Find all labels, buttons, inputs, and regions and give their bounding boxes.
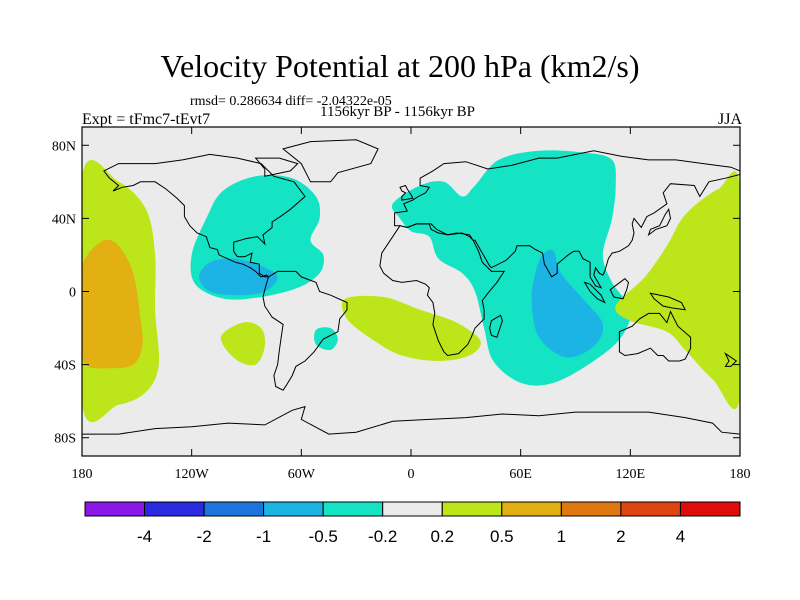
x-tick-label: 180 bbox=[730, 467, 751, 482]
colorbar-label: -0.2 bbox=[368, 527, 397, 546]
new-guinea-coast bbox=[649, 292, 687, 311]
south-america-positive-region bbox=[220, 322, 266, 366]
colorbar-swatch bbox=[620, 501, 681, 517]
central-pacific-core-region bbox=[82, 239, 143, 369]
borneo-coast bbox=[609, 278, 630, 300]
colorbar-swatch bbox=[501, 501, 562, 517]
x-tick-label: 120W bbox=[175, 467, 210, 482]
colorbar-label: -0.5 bbox=[309, 527, 338, 546]
colorbar-swatch bbox=[84, 501, 145, 517]
north-america-coast bbox=[103, 153, 306, 278]
australia-coast bbox=[618, 310, 692, 362]
y-tick-label: 80N bbox=[52, 139, 76, 154]
baffin-coast bbox=[254, 157, 299, 177]
colorbar-swatch bbox=[441, 501, 503, 517]
y-tick-label: 0 bbox=[69, 286, 76, 301]
season-label: JJA bbox=[717, 111, 742, 128]
colorbar-label: 4 bbox=[676, 527, 685, 546]
colorbar-swatch bbox=[680, 501, 741, 517]
indian-ocean-negative-core-region bbox=[531, 250, 604, 358]
experiment-label: Expt = tFmc7-tEvt7 bbox=[82, 111, 211, 128]
colorbar-label: 0.2 bbox=[430, 527, 454, 546]
colorbar-label: 1 bbox=[557, 527, 566, 546]
chart-title: Velocity Potential at 200 hPa (km2/s) bbox=[160, 48, 640, 84]
greenland-coast bbox=[282, 139, 379, 183]
x-tick-label: 120E bbox=[616, 467, 646, 482]
colorbar-label: -4 bbox=[137, 527, 152, 546]
new-zealand-coast bbox=[724, 352, 738, 367]
madagascar-coast bbox=[489, 314, 503, 338]
period-label: 1156kyr BP - 1156kyr BP bbox=[320, 104, 476, 120]
x-tick-label: 60E bbox=[509, 467, 532, 482]
south-atlantic-positive-region bbox=[341, 295, 481, 361]
south-america-negative-region bbox=[314, 327, 338, 351]
colorbar-label: -1 bbox=[256, 527, 271, 546]
antarctica-coast bbox=[82, 405, 740, 435]
x-tick-label: 60W bbox=[288, 467, 316, 482]
colorbar-swatch bbox=[560, 501, 622, 517]
sumatra-coast bbox=[583, 281, 606, 304]
south-america-coast bbox=[262, 270, 348, 391]
colorbar-swatch bbox=[322, 501, 384, 517]
eurasia-coast bbox=[394, 150, 740, 289]
colorbar-swatch bbox=[382, 501, 443, 517]
west-pacific-positive-region bbox=[615, 171, 740, 410]
y-tick-label: 80S bbox=[54, 432, 76, 447]
x-tick-label: 180 bbox=[72, 467, 93, 482]
stats-label: rmsd= 0.286634 diff= -2.04322e-05 bbox=[190, 94, 392, 109]
japan-coast bbox=[647, 208, 672, 237]
atlantic-negative-core-region bbox=[199, 258, 278, 296]
colorbar-swatch bbox=[203, 501, 265, 517]
africa-coast bbox=[379, 223, 506, 357]
y-tick-label: 40N bbox=[52, 212, 76, 227]
colorbar-label: -2 bbox=[197, 527, 212, 546]
colorbar-swatch bbox=[144, 501, 205, 517]
uk-coast bbox=[399, 184, 414, 201]
x-tick-label: 0 bbox=[408, 467, 415, 482]
colorbar-swatch bbox=[263, 501, 324, 517]
colorbar-label: 2 bbox=[616, 527, 625, 546]
colorbar-label: 0.5 bbox=[490, 527, 514, 546]
y-tick-label: 40S bbox=[54, 359, 76, 374]
